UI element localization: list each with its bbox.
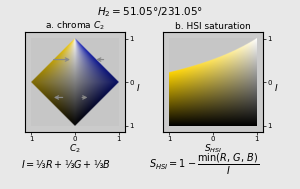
Text: $H_2 = 51.05° / 231.05°$: $H_2 = 51.05° / 231.05°$: [97, 6, 203, 19]
Text: $I = \mathregular{⅓}R + \mathregular{⅓}G + \mathregular{⅓}B$: $I = \mathregular{⅓}R + \mathregular{⅓}G…: [21, 158, 111, 170]
Y-axis label: $I$: $I$: [136, 82, 140, 93]
Title: b. HSI saturation: b. HSI saturation: [175, 22, 251, 31]
X-axis label: $C_2$: $C_2$: [69, 143, 81, 155]
Y-axis label: $I$: $I$: [274, 82, 278, 93]
Text: $S_{HSI} = 1 - \dfrac{\min(R,\,G,\,B)}{I}$: $S_{HSI} = 1 - \dfrac{\min(R,\,G,\,B)}{I…: [149, 152, 259, 177]
Title: a. chroma $C_2$: a. chroma $C_2$: [45, 20, 105, 32]
X-axis label: $S_{HSI}$: $S_{HSI}$: [204, 143, 222, 155]
